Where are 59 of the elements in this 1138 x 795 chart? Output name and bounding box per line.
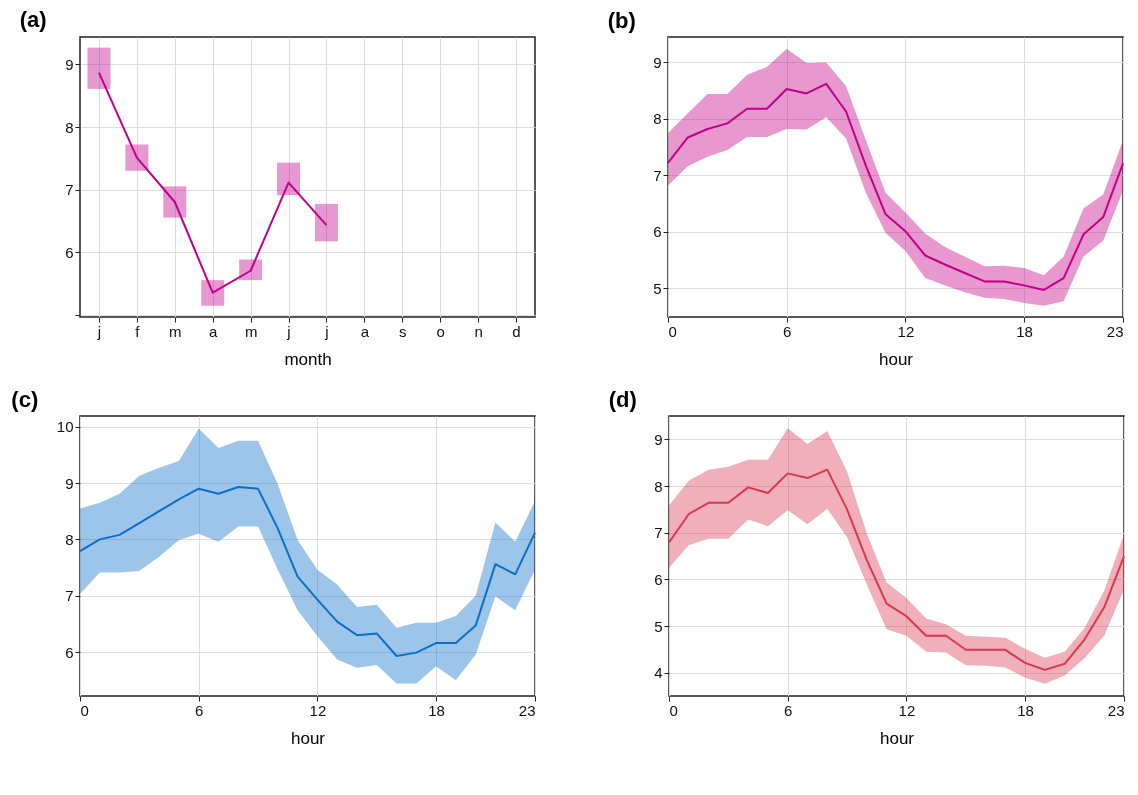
x-tick-label: 18 [1016, 322, 1033, 340]
y-tick-label: 6 [65, 243, 74, 261]
y-tick-label: 7 [65, 587, 74, 605]
y-tick-label: 8 [65, 118, 74, 136]
chart-title: (b) [607, 8, 636, 33]
y-tick-label: 9 [65, 56, 74, 73]
chart-title: (d) [608, 387, 637, 412]
x-tick-label: 18 [1017, 701, 1034, 719]
line-series [668, 468, 1125, 671]
line-series [667, 82, 1124, 291]
y-tick-label: 7 [653, 166, 662, 184]
y-tick-label: 9 [65, 474, 74, 492]
y-tick-label: 6 [65, 643, 74, 661]
y-tick-label: 6 [654, 570, 663, 588]
y-tick-label: 4 [654, 664, 663, 682]
chart-title: (a) [19, 7, 47, 33]
x-tick-label: a [209, 322, 219, 340]
x-tick-label: 0 [80, 701, 89, 719]
x-tick-label: 12 [898, 701, 916, 719]
y-tick-label: 9 [654, 430, 663, 448]
y-tick-label: 8 [65, 530, 74, 548]
x-tick-label: 0 [668, 322, 677, 340]
y-tick-label: 8 [653, 110, 662, 128]
x-tick-label: 23 [1107, 701, 1125, 719]
y-tick-label: 7 [654, 524, 663, 542]
x-axis-title: hour [290, 728, 326, 748]
x-tick-label: j [96, 322, 102, 340]
x-tick-label: 18 [428, 701, 445, 719]
line-series [79, 485, 536, 657]
y-tick-label: 9 [653, 53, 662, 71]
x-tick-label: d [512, 322, 521, 340]
x-axis-title: month [284, 349, 332, 369]
x-tick-label: o [436, 322, 445, 340]
x-tick-label: 12 [309, 701, 327, 719]
x-tick-label: f [135, 322, 141, 340]
x-tick-label: a [360, 322, 370, 340]
x-axis-title: hour [878, 349, 914, 369]
y-tick-label: 7 [65, 181, 74, 198]
x-tick-label: j [286, 322, 291, 340]
y-tick-label: 10 [56, 418, 74, 436]
x-tick-label: 12 [897, 322, 915, 340]
x-tick-label: s [399, 322, 407, 340]
x-tick-label: 0 [669, 701, 678, 719]
x-tick-label: 23 [518, 701, 536, 719]
y-tick-label: 8 [654, 477, 663, 495]
y-tick-label: 6 [653, 223, 662, 241]
y-tick-label: 5 [654, 617, 663, 635]
y-tick-label: 5 [653, 279, 662, 297]
x-tick-label: n [474, 322, 483, 340]
chart-title: (c) [11, 387, 39, 412]
x-tick-label: 6 [195, 701, 204, 719]
x-tick-label: 6 [783, 322, 792, 340]
x-tick-label: m [244, 322, 258, 340]
x-tick-label: 6 [784, 701, 793, 719]
x-tick-label: 23 [1106, 322, 1124, 340]
line-series [97, 71, 328, 294]
x-tick-label: m [169, 322, 182, 340]
x-tick-label: j [324, 322, 329, 340]
x-axis-title: hour [879, 728, 915, 748]
